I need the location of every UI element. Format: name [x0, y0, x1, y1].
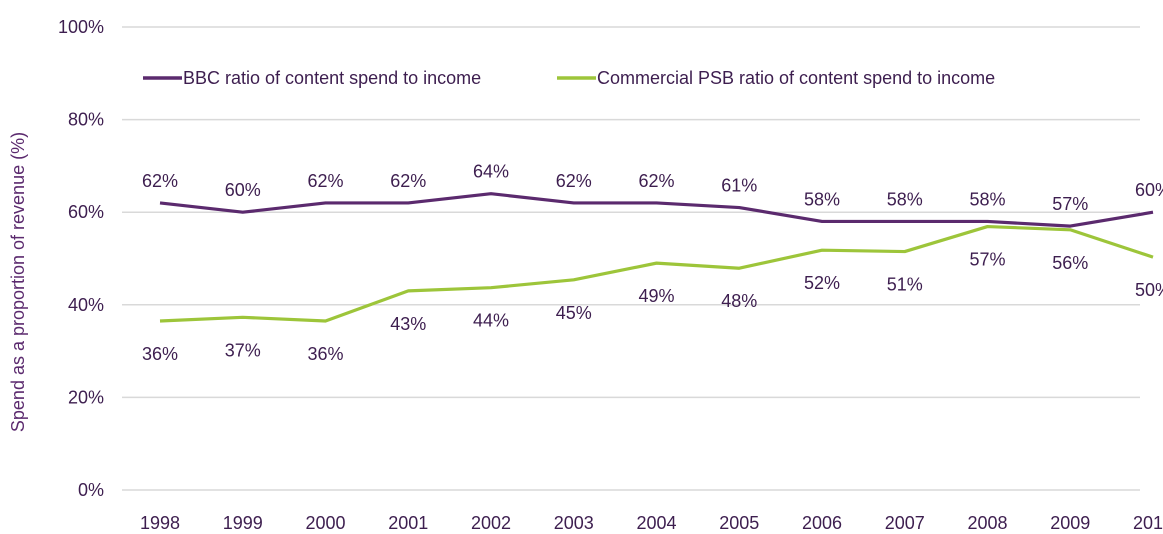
data-label: 58%: [969, 189, 1005, 209]
x-tick-label: 2008: [967, 513, 1007, 533]
data-labels: 62% 60% 62% 62% 64% 62% 62% 61% 58% 58% 58% 57% 60% 3…: [142, 162, 1163, 364]
x-tick-label: 2001: [388, 513, 428, 533]
data-label: 56%: [1052, 253, 1088, 273]
data-label: 62%: [142, 171, 178, 191]
y-axis-ticks: 0% 20% 40% 60% 80% 100%: [58, 17, 104, 500]
data-label: 62%: [307, 171, 343, 191]
legend-label: Commercial PSB ratio of content spend to…: [597, 68, 995, 88]
data-label: 57%: [969, 250, 1005, 270]
data-label: 60%: [1135, 180, 1163, 200]
data-label: 52%: [804, 273, 840, 293]
x-tick-label: 2000: [305, 513, 345, 533]
x-tick-label: 2005: [719, 513, 759, 533]
y-tick-label: 40%: [68, 295, 104, 315]
data-label: 45%: [556, 303, 592, 323]
x-tick-label: 2006: [802, 513, 842, 533]
y-tick-label: 60%: [68, 202, 104, 222]
series-line-2: [159, 224, 1154, 323]
data-label: 61%: [721, 176, 757, 196]
data-label: 49%: [638, 286, 674, 306]
data-label: 58%: [804, 189, 840, 209]
data-label: 58%: [887, 189, 923, 209]
gridlines: [122, 26, 1140, 491]
data-label: 57%: [1052, 194, 1088, 214]
data-label: 36%: [307, 344, 343, 364]
data-label: 51%: [887, 275, 923, 295]
x-tick-label: 2007: [885, 513, 925, 533]
x-tick-label: 1998: [140, 513, 180, 533]
data-label: 44%: [473, 311, 509, 331]
data-label: 48%: [721, 291, 757, 311]
x-tick-label: 2004: [636, 513, 676, 533]
y-tick-label: 80%: [68, 110, 104, 130]
x-axis-ticks: 1998 1999 2000 2001 2002 2003 2004 2005 2006 2007…: [140, 513, 1163, 533]
data-label: 64%: [473, 162, 509, 182]
data-label: 43%: [390, 314, 426, 334]
x-tick-label: 2003: [554, 513, 594, 533]
y-tick-label: 100%: [58, 17, 104, 37]
legend: BBC ratio of content spend to income Comm…: [143, 68, 995, 88]
data-label: 36%: [142, 344, 178, 364]
data-label: 50%: [1135, 280, 1163, 300]
series-lines: [159, 192, 1154, 323]
y-tick-label: 0%: [78, 480, 104, 500]
y-tick-label: 20%: [68, 387, 104, 407]
legend-label: BBC ratio of content spend to income: [183, 68, 481, 88]
data-label: 62%: [556, 171, 592, 191]
data-label: 60%: [225, 180, 261, 200]
series-line-1: [159, 192, 1154, 228]
x-tick-label: 2009: [1050, 513, 1090, 533]
data-label: 62%: [390, 171, 426, 191]
y-axis-title: Spend as a proportion of revenue (%): [8, 132, 28, 432]
x-tick-label: 2010: [1133, 513, 1163, 533]
data-label: 62%: [638, 171, 674, 191]
data-label: 37%: [225, 340, 261, 360]
x-tick-label: 1999: [223, 513, 263, 533]
x-tick-label: 2002: [471, 513, 511, 533]
